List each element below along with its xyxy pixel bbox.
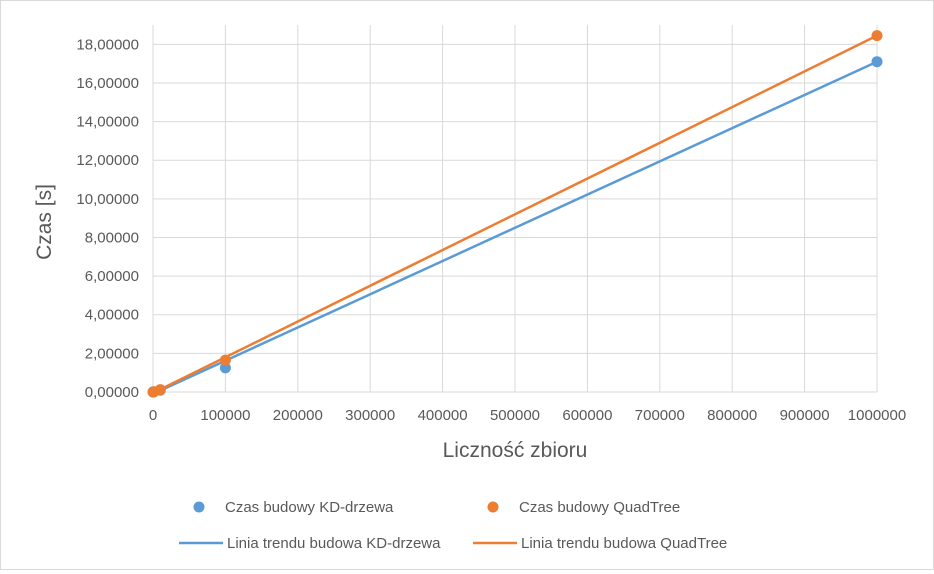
data-point	[219, 362, 231, 374]
legend-label: Linia trendu budowa QuadTree	[521, 535, 727, 552]
x-tick-label: 800000	[707, 407, 757, 424]
x-axis-title: Liczność zbioru	[443, 439, 588, 462]
legend: Czas budowy KD-drzewa Czas budowy QuadTre…	[179, 499, 727, 552]
legend-label: Czas budowy QuadTree	[519, 499, 680, 516]
legend-label: Czas budowy KD-drzewa	[225, 499, 394, 516]
legend-marker	[193, 501, 205, 513]
trendline	[152, 34, 878, 395]
x-tick-label: 900000	[780, 407, 830, 424]
y-tick-label: 8,00000	[85, 229, 139, 246]
legend-label: Linia trendu budowa KD-drzewa	[227, 535, 441, 552]
y-tick-label: 10,00000	[76, 191, 139, 208]
x-tick-label: 300000	[345, 407, 395, 424]
y-tick-label: 2,00000	[85, 345, 139, 362]
trendline	[152, 60, 878, 396]
x-tick-label: 400000	[418, 407, 468, 424]
y-axis-title: Czas [s]	[33, 184, 56, 260]
y-tick-label: 18,00000	[76, 36, 139, 53]
data-point	[154, 384, 166, 396]
y-tick-label: 14,00000	[76, 114, 139, 131]
data-point	[871, 30, 883, 42]
x-tick-label: 700000	[635, 407, 685, 424]
x-tick-label: 0	[149, 407, 157, 424]
y-tick-label: 6,00000	[85, 268, 139, 285]
legend-marker	[487, 501, 499, 513]
grid-layer	[152, 25, 878, 393]
x-tick-label: 100000	[200, 407, 250, 424]
tick-label-layer: 0 100000 200000 300000 400000 500000 600000 700…	[76, 36, 906, 424]
x-tick-label: 600000	[562, 407, 612, 424]
x-tick-label: 500000	[490, 407, 540, 424]
x-tick-label: 1000000	[848, 407, 906, 424]
y-tick-label: 4,00000	[85, 307, 139, 324]
data-point	[219, 354, 231, 366]
x-tick-label: 200000	[273, 407, 323, 424]
y-tick-label: 0,00000	[85, 384, 139, 401]
series-layer	[147, 30, 883, 398]
data-point	[871, 56, 883, 68]
y-tick-label: 12,00000	[76, 152, 139, 169]
y-tick-label: 16,00000	[76, 75, 139, 92]
